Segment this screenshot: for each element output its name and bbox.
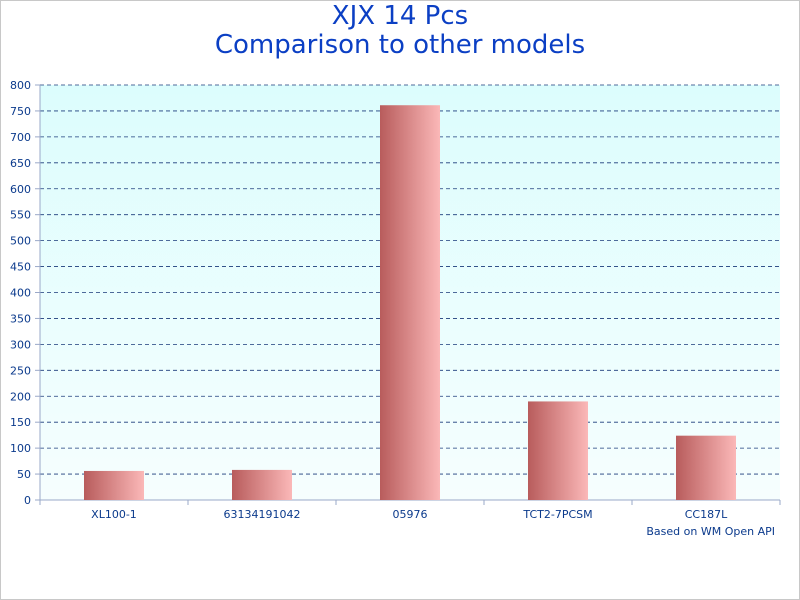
y-tick-label: 350	[10, 312, 31, 325]
x-tick-label: 63134191042	[224, 508, 301, 521]
x-tick-label: CC187L	[685, 508, 728, 521]
chart-title-line-2: Comparison to other models	[214, 30, 586, 60]
x-tick-label: XL100-1	[91, 508, 137, 521]
bar-XL100-1	[84, 470, 144, 500]
bar-63134191042	[232, 469, 292, 500]
y-tick-label: 650	[10, 157, 31, 170]
bar-CC187L	[676, 435, 736, 500]
y-tick-label: 50	[17, 468, 31, 481]
x-tick-label: 05976	[393, 508, 428, 521]
bars	[84, 105, 736, 500]
y-tick-label: 700	[10, 131, 31, 144]
y-tick-label: 750	[10, 105, 31, 118]
y-tick-label: 150	[10, 416, 31, 429]
x-tick-label: TCT2-7PCSM	[522, 508, 592, 521]
chart-title: XJX 14 Pcs Comparison to other models	[0, 2, 800, 60]
gridlines	[35, 84, 780, 501]
x-tick-labels: XL100-1 63134191042 05976 TCT2-7PCSM CC187L	[91, 508, 728, 521]
y-tick-label: 0	[24, 494, 31, 507]
y-tick-label: 800	[10, 79, 31, 92]
y-tick-label: 400	[10, 287, 31, 300]
chart-title-line-1: XJX 14 Pcs	[331, 1, 469, 31]
bar-05976	[380, 105, 440, 500]
y-tick-labels: 0 50 100 150 200 250 300 350 400 450 500 550 600 650 7…	[10, 79, 31, 507]
y-tick-label: 300	[10, 338, 31, 351]
y-tick-label: 500	[10, 235, 31, 248]
y-tick-label: 550	[10, 209, 31, 222]
y-tick-label: 600	[10, 183, 31, 196]
y-tick-label: 250	[10, 364, 31, 377]
credit-text: Based on WM Open API	[646, 525, 775, 538]
bar-TCT2-7PCSM	[528, 401, 588, 500]
y-tick-label: 450	[10, 261, 31, 274]
y-tick-label: 200	[10, 390, 31, 403]
y-tick-label: 100	[10, 442, 31, 455]
